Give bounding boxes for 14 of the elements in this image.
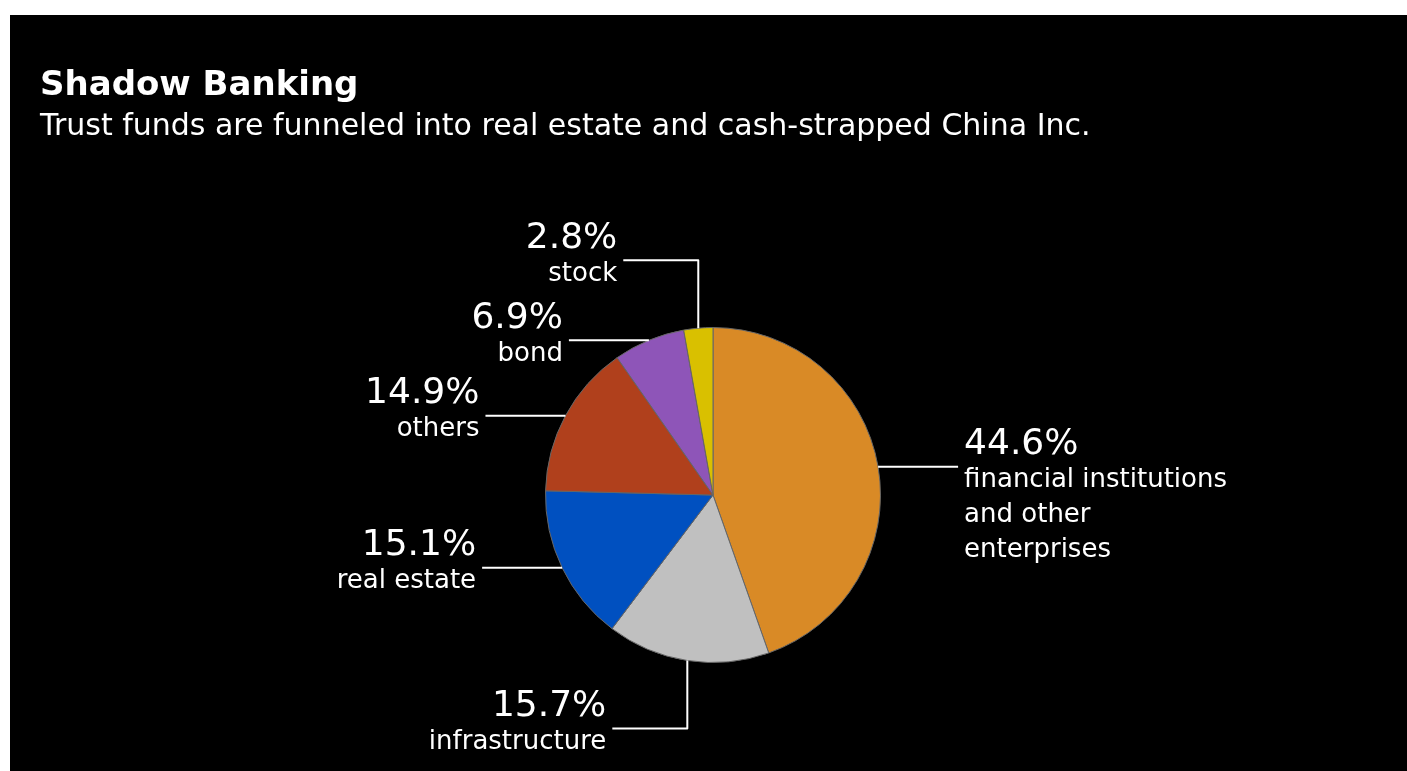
data-label: 14.9% [365,370,480,412]
chart-title: Shadow Banking [40,63,359,103]
slice-label: stock [548,256,618,287]
data-label: 15.1% [361,522,477,564]
slice-label: real estate [336,564,477,595]
slice-label: bond [497,337,563,367]
chart-subtitle: Trust funds are funneled into real estate and cash-strapped China Inc. [40,107,1091,142]
slice-label: financial institutions and other enterprises [964,463,1227,564]
data-label: 15.7% [491,682,607,724]
data-label: 2.8% [525,214,618,256]
data-label: 6.9% [471,294,563,336]
data-label: 44.6% [964,421,1079,463]
slice-label: infrastructure [428,725,607,756]
slice-label: others [396,412,480,443]
